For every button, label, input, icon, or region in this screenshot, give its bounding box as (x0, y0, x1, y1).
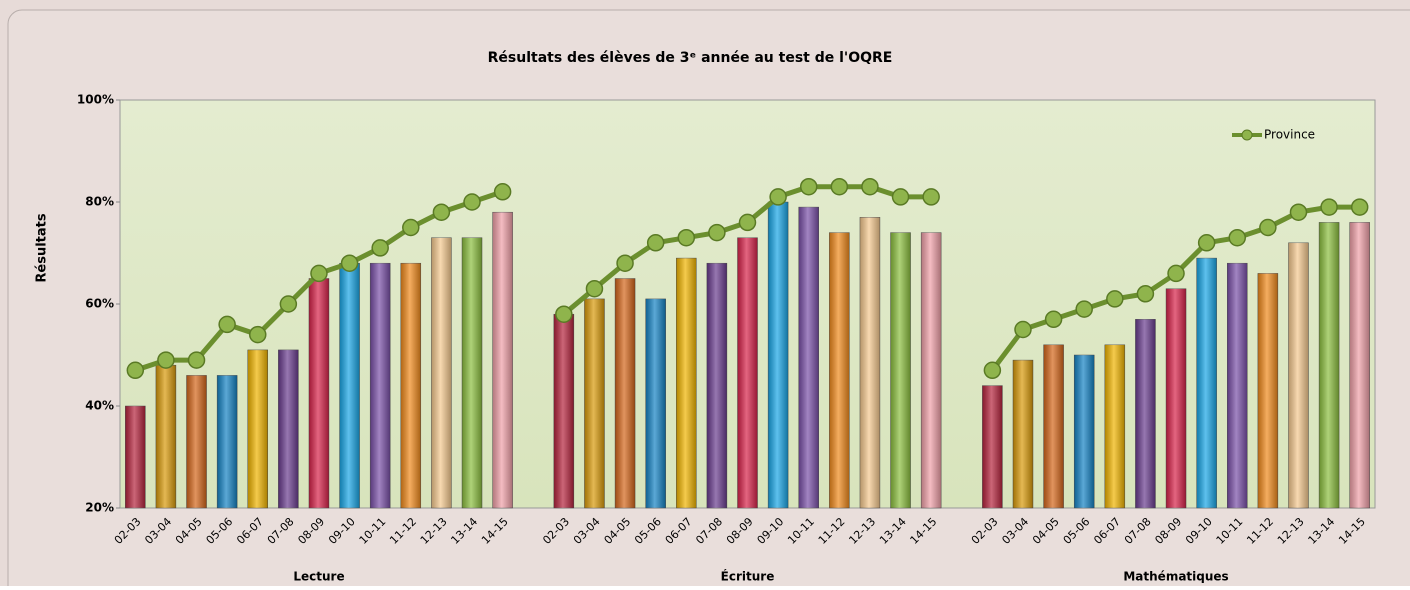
bar-shine (737, 237, 758, 508)
legend-label: Province (1264, 128, 1315, 142)
bar-shine (1135, 319, 1156, 508)
marker (1350, 198, 1369, 216)
bar-shine (247, 349, 268, 508)
marker (402, 218, 420, 237)
marker (708, 223, 726, 242)
bar-shine (768, 202, 789, 508)
bar-shine (125, 406, 146, 508)
marker (555, 305, 573, 323)
bar-shine (1012, 360, 1033, 508)
group-label: Lecture (293, 570, 344, 584)
y-tick-label: 20% (85, 501, 114, 515)
bar-shine (1104, 344, 1125, 508)
bar-shine (615, 278, 636, 508)
bar-shine (155, 365, 176, 508)
bar-shine (829, 232, 850, 508)
bar-shine (492, 212, 513, 508)
marker (1075, 300, 1093, 318)
marker (1228, 228, 1247, 247)
bar-shine (890, 232, 911, 508)
bar-shine (400, 263, 421, 508)
bar-shine (1349, 222, 1370, 508)
marker (799, 177, 818, 196)
marker (1014, 320, 1032, 339)
marker (218, 315, 236, 334)
group-label: Écriture (721, 569, 775, 584)
bar-shine (1196, 258, 1217, 508)
bar-shine (645, 298, 666, 508)
bar-shine (921, 232, 942, 508)
marker (187, 351, 206, 369)
bar-shine (278, 349, 299, 508)
marker (677, 228, 696, 247)
marker (891, 188, 910, 206)
marker (463, 193, 481, 211)
marker (922, 188, 940, 206)
bar-shine (1288, 242, 1309, 509)
marker (646, 234, 665, 252)
bar-shine (217, 375, 238, 508)
marker (432, 203, 451, 221)
marker (371, 239, 389, 257)
bar-shine (186, 375, 207, 508)
bar-shine (1227, 263, 1248, 508)
bar-shine (1166, 288, 1187, 508)
marker (279, 295, 298, 313)
marker (248, 325, 267, 344)
marker (1167, 264, 1185, 283)
marker (830, 177, 849, 196)
y-tick-label: 40% (85, 399, 114, 413)
bar-shine (339, 263, 360, 508)
marker (585, 279, 604, 298)
bar-shine (798, 207, 819, 508)
marker (1106, 290, 1124, 308)
marker (616, 254, 634, 272)
group-label: Mathématiques (1123, 570, 1228, 584)
bar-shine (859, 217, 880, 509)
marker (769, 188, 787, 206)
bar-shine (1043, 344, 1064, 508)
y-tick-label: 60% (85, 297, 114, 311)
marker (340, 254, 359, 272)
bar-shine (308, 278, 329, 508)
marker (1136, 285, 1155, 303)
bar-shine (1257, 273, 1278, 508)
y-tick-label: 80% (85, 195, 114, 209)
bar-shine (462, 237, 483, 508)
y-axis-label: Résultats (35, 213, 50, 282)
legend-marker (1241, 129, 1253, 141)
marker (1197, 234, 1216, 252)
bar-shine (676, 258, 697, 508)
marker (1289, 203, 1308, 221)
marker (1044, 310, 1063, 329)
marker (1259, 218, 1277, 237)
marker (126, 361, 145, 380)
marker (157, 351, 175, 369)
bar-shine (982, 385, 1003, 508)
bar-shine (431, 237, 452, 508)
marker (738, 213, 757, 232)
bar-shine (584, 298, 605, 508)
marker (861, 177, 879, 196)
bar-shine (553, 314, 574, 508)
bar-shine (1074, 355, 1095, 508)
marker (493, 183, 512, 201)
bar-shine (706, 263, 727, 508)
y-tick-label: 100% (77, 93, 114, 107)
chart-title: Résultats des élèves de 3ᵉ année au test… (488, 50, 893, 66)
marker (983, 361, 1002, 380)
bar-shine (1319, 222, 1340, 508)
bar-shine (370, 263, 391, 508)
marker (310, 264, 328, 283)
marker (1320, 198, 1338, 216)
